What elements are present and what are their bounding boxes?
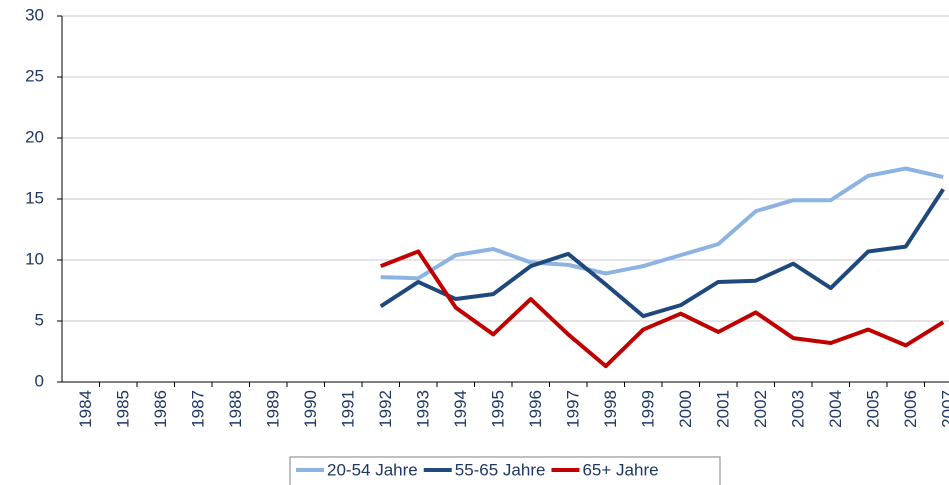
x-tick-label: 2007 [939,390,949,428]
x-tick-label: 1986 [151,390,170,428]
y-tick-label: 25 [25,66,44,85]
x-tick-label: 1989 [264,390,283,428]
x-tick-label: 1995 [489,390,508,428]
x-tick-label: 2001 [714,390,733,428]
y-tick-label: 15 [25,188,44,207]
x-tick-label: 1999 [639,390,658,428]
x-tick-label: 1992 [376,390,395,428]
x-tick-label: 1990 [301,390,320,428]
x-tick-label: 2006 [901,390,920,428]
legend-label: 20-54 Jahre [327,460,418,479]
x-tick-label: 2002 [751,390,770,428]
y-tick-label: 30 [25,5,44,24]
x-tick-label: 2003 [789,390,808,428]
x-tick-label: 1994 [451,390,470,428]
x-tick-label: 1997 [564,390,583,428]
y-tick-label: 5 [35,310,44,329]
legend-label: 55-65 Jahre [455,460,546,479]
x-tick-label: 1984 [76,390,95,428]
legend: 20-54 Jahre 55-65 Jahre 65+ Jahre [289,456,721,485]
y-tick-label: 0 [35,371,44,390]
x-tick-label: 1991 [339,390,358,428]
series-line [380,166,944,281]
x-tick-label: 1987 [189,390,208,428]
x-tick-label: 1993 [414,390,433,428]
y-tick-label: 20 [25,127,44,146]
x-tick-label: 1998 [601,390,620,428]
x-tick-label: 2000 [676,390,695,428]
legend-label: 65+ Jahre [582,460,658,479]
legend-box [289,456,721,485]
x-tick-label: 1996 [526,390,545,428]
x-tick-label: 2004 [826,390,845,428]
x-tick-label: 1985 [114,390,133,428]
x-tick-label: 1988 [226,390,245,428]
x-tick-label: 2005 [864,390,883,428]
series-line [380,249,945,369]
series-line [379,188,945,319]
y-tick-label: 10 [25,249,44,268]
